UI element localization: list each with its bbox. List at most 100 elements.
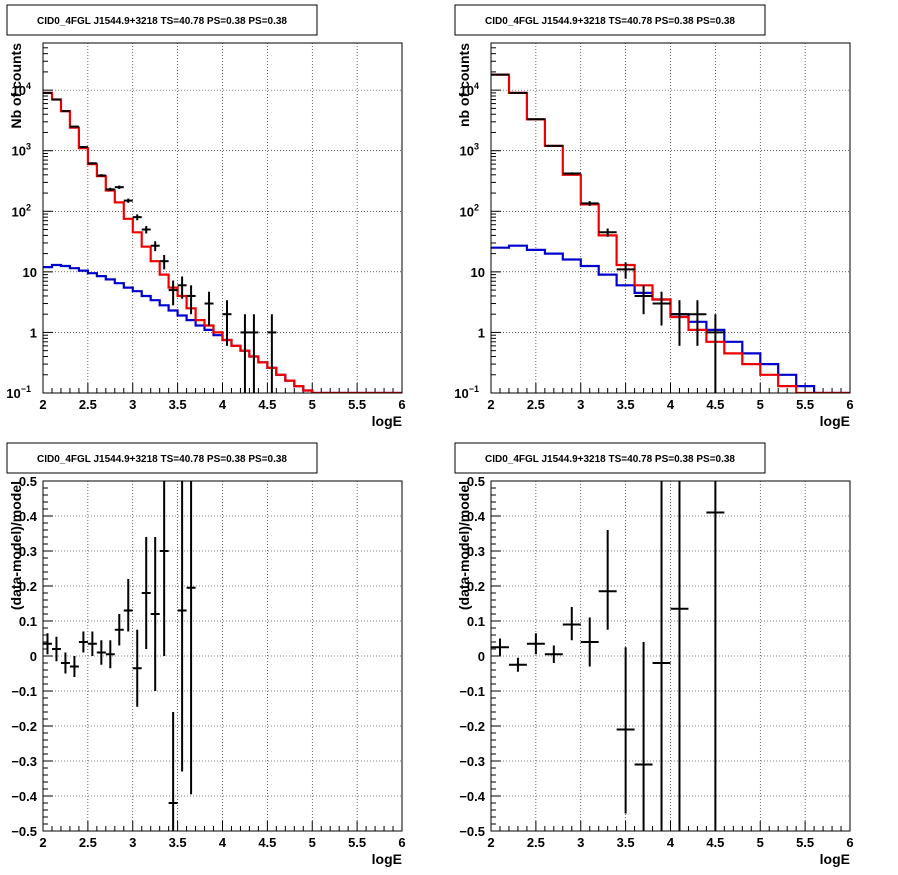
x-tick-label: 2 — [39, 835, 46, 850]
data-point — [159, 481, 169, 656]
data-point — [123, 579, 133, 632]
data-point — [652, 481, 671, 831]
data-point — [526, 118, 545, 121]
plot-area — [43, 481, 196, 831]
x-tick-label: 2 — [39, 397, 46, 412]
x-tick-label: 3.5 — [169, 835, 187, 850]
y-tick-label: 10 — [471, 265, 485, 280]
chart-panel-1: CID0_4FGL J1544.9+3218 TS=40.78 PS=0.38 … — [6, 4, 406, 429]
x-tick-label: 4 — [219, 397, 227, 412]
data-point — [114, 185, 124, 189]
y-tick-label: 103 — [12, 142, 31, 159]
y-tick-label: 0.5 — [467, 474, 485, 489]
x-tick-label: 2 — [487, 835, 494, 850]
data-point — [491, 638, 509, 656]
x-tick-label: 4.5 — [258, 835, 276, 850]
x-tick-label: 5 — [309, 397, 316, 412]
data-point — [526, 633, 545, 655]
data-point — [706, 481, 725, 831]
title-box — [6, 4, 318, 36]
x-tick-label: 4.5 — [706, 835, 724, 850]
x-tick-label: 6 — [846, 397, 853, 412]
data-point — [670, 481, 689, 831]
y-tick-label: 104 — [460, 81, 479, 98]
data-point — [150, 241, 160, 252]
data-point — [688, 300, 707, 346]
data-point — [105, 187, 115, 192]
data-point — [562, 607, 581, 641]
data-point — [222, 300, 232, 346]
y-tick-label: 104 — [12, 81, 31, 98]
y-tick-label: −0.5 — [11, 824, 37, 839]
data-point — [168, 280, 178, 306]
y-tick-label: −0.4 — [11, 789, 37, 804]
data-point — [78, 631, 88, 653]
data-point — [204, 291, 214, 326]
y-tick-label: 0.3 — [19, 544, 37, 559]
y-tick-label: 10 — [23, 265, 37, 280]
y-tick-label: 0.1 — [19, 614, 37, 629]
plot-frame — [490, 42, 851, 394]
x-tick-label: 3.5 — [169, 397, 187, 412]
data-point — [159, 254, 169, 270]
data-point — [706, 314, 725, 393]
data-point — [267, 314, 277, 393]
y-tick-label: 10−1 — [6, 384, 31, 401]
data-point — [87, 631, 97, 656]
plot-area — [491, 481, 725, 831]
data-point — [598, 530, 617, 630]
x-tick-label: 3 — [129, 397, 136, 412]
data-point — [670, 300, 689, 346]
x-tick-label: 6 — [398, 397, 405, 412]
x-axis-title: logE — [820, 413, 850, 429]
data-point — [508, 657, 527, 672]
chart-title: CID0_4FGL J1544.9+3218 TS=40.78 PS=0.38 … — [37, 16, 287, 27]
x-tick-label: 5.5 — [348, 835, 366, 850]
x-tick-label: 2.5 — [527, 397, 545, 412]
data-point — [598, 228, 617, 237]
x-axis-title: logE — [372, 851, 402, 867]
x-tick-label: 4 — [219, 835, 227, 850]
data-point — [43, 633, 52, 655]
y-tick-label: −0.1 — [11, 684, 37, 699]
y-tick-label: 0.1 — [467, 614, 485, 629]
data-point — [43, 91, 52, 94]
x-axis-title: logE — [820, 851, 850, 867]
x-tick-label: 2.5 — [79, 397, 97, 412]
chart-title: CID0_4FGL J1544.9+3218 TS=40.78 PS=0.38 … — [485, 454, 735, 465]
data-point — [123, 198, 133, 203]
data-point — [562, 172, 581, 175]
data-point — [616, 262, 635, 279]
y-axis-title: (data-model)/model — [8, 481, 24, 610]
chart-title: CID0_4FGL J1544.9+3218 TS=40.78 PS=0.38 … — [485, 16, 735, 27]
x-tick-label: 4 — [667, 835, 675, 850]
plot-frame — [42, 480, 403, 832]
data-point — [114, 614, 124, 646]
data-point — [508, 91, 527, 94]
data-point — [141, 226, 151, 234]
y-tick-label: 0.4 — [19, 509, 38, 524]
data-point — [544, 645, 563, 663]
x-tick-label: 2.5 — [527, 835, 545, 850]
x-tick-label: 3 — [129, 835, 136, 850]
plot-frame — [42, 42, 403, 394]
y-tick-label: 0.2 — [467, 579, 485, 594]
data-point — [652, 291, 671, 326]
x-tick-label: 5.5 — [796, 835, 814, 850]
data-point — [150, 537, 160, 691]
y-tick-label: 102 — [460, 202, 479, 219]
chart-panel-4: CID0_4FGL J1544.9+3218 TS=40.78 PS=0.38 … — [454, 442, 854, 867]
title-box — [454, 4, 766, 36]
y-tick-label: 0.3 — [467, 544, 485, 559]
data-point — [249, 314, 259, 393]
step-series-line-2 — [491, 73, 850, 393]
chart-panel-2: CID0_4FGL J1544.9+3218 TS=40.78 PS=0.38 … — [454, 4, 854, 429]
y-tick-label: −0.2 — [11, 719, 37, 734]
x-tick-label: 4 — [667, 397, 675, 412]
y-tick-label: 1 — [30, 325, 37, 340]
data-point — [78, 146, 88, 149]
data-point — [580, 617, 599, 667]
data-point — [60, 110, 70, 113]
data-point — [87, 162, 97, 165]
data-point — [186, 285, 196, 315]
